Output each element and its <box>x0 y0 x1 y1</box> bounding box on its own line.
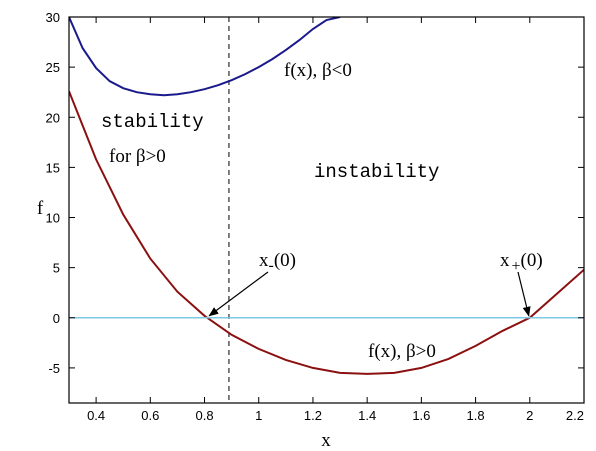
y-axis-title: f <box>37 198 44 219</box>
y-tick-label: -5 <box>48 361 60 376</box>
x-minus-arrow <box>208 271 269 317</box>
stability-label-line1: stability <box>101 111 204 133</box>
x-tick-label: 1.4 <box>358 408 376 423</box>
beta-positive-curve <box>69 90 584 375</box>
plot-frame <box>68 16 585 404</box>
y-tick-label: 10 <box>46 211 60 226</box>
x-tick-label: 0.8 <box>195 408 213 423</box>
y-tick-label: 5 <box>53 261 60 276</box>
x-tick-label: 1.8 <box>467 408 485 423</box>
x-plus-arrow <box>517 271 531 317</box>
x-tick-label: 0.4 <box>87 408 105 423</box>
x-axis-ticks: 0.4 0.6 0.8 1 1.2 1.4 1.6 1.8 2 2.2 <box>87 17 585 423</box>
x-tick-label: 1.6 <box>412 408 430 423</box>
stability-label-line2: for β>0 <box>109 146 166 167</box>
x-tick-label: 0.6 <box>141 408 159 423</box>
x-plus-label: x +(0) <box>500 250 543 275</box>
x-axis-title: x <box>321 430 331 451</box>
y-tick-label: 0 <box>53 311 60 326</box>
plot-area-background <box>69 17 584 403</box>
x-tick-label: 1 <box>255 408 262 423</box>
y-tick-label: 15 <box>46 160 60 175</box>
y-tick-label: 20 <box>46 110 60 125</box>
beta-positive-label: f(x), β>0 <box>368 341 436 362</box>
y-axis-ticks: -5 0 5 10 15 20 25 30 <box>46 10 584 376</box>
beta-negative-curve <box>69 17 341 97</box>
x-tick-label: 1.2 <box>304 408 322 423</box>
instability-label: instability <box>314 161 439 183</box>
x-tick-label: 2 <box>526 408 533 423</box>
beta-negative-label: f(x), β<0 <box>284 60 352 81</box>
x-tick-label: 2.2 <box>566 408 584 423</box>
y-tick-label: 25 <box>46 60 60 75</box>
x-minus-label: x-(0) <box>259 250 296 274</box>
y-tick-label: 30 <box>46 10 60 25</box>
